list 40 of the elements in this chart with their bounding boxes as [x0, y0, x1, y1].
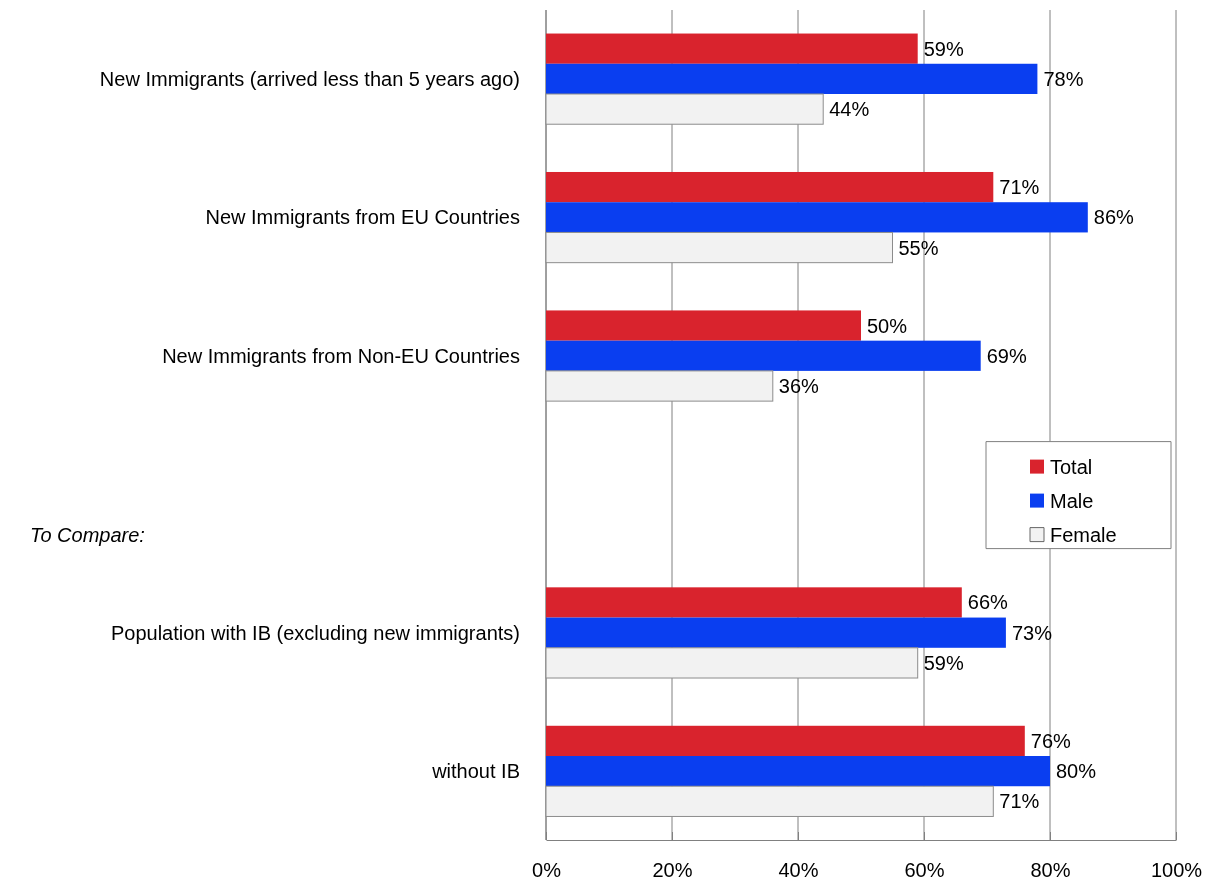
- text: To Compare:: [30, 524, 145, 547]
- data-label: 86%: [1093, 206, 1135, 229]
- bar: [546, 171, 994, 203]
- data-label: 59%: [923, 37, 964, 60]
- bar: [546, 340, 981, 371]
- x-tick-label: 100%: [1150, 859, 1203, 881]
- data-label: 78%: [1043, 67, 1084, 90]
- data-label: 71%: [999, 176, 1040, 199]
- y-tick-label: New Immigrants (arrived less than 5 years ago): [99, 67, 520, 90]
- y-tick-label: New Immigrants from Non-EU Countries: [162, 344, 520, 367]
- legend-label: Male: [1050, 489, 1094, 512]
- data-label: 55%: [898, 236, 939, 259]
- x-tick-label: 40%: [778, 859, 819, 881]
- data-label: 50%: [867, 314, 908, 337]
- bar: [546, 617, 1006, 648]
- y-tick-label: without IB: [431, 760, 520, 783]
- legend: Total Male Female: [985, 441, 1172, 550]
- x-tick-label: 0%: [532, 859, 562, 881]
- bar: [546, 725, 1025, 757]
- bar: [546, 587, 962, 618]
- data-label: 44%: [829, 98, 870, 121]
- bar: [546, 63, 1038, 94]
- y-tick-label: New Immigrants from EU Countries: [205, 206, 520, 229]
- x-tick-label: 20%: [652, 859, 693, 881]
- data-label: 71%: [999, 790, 1040, 813]
- bar: [546, 202, 1088, 233]
- data-label: 59%: [923, 651, 964, 674]
- data-label: 36%: [778, 375, 820, 397]
- x-tick-label: 60%: [904, 859, 945, 881]
- legend-label: Total: [1050, 455, 1093, 478]
- y-tick-label: Population with IB (excluding new immigrants): [110, 621, 520, 644]
- x-tick-label: 80%: [1030, 859, 1071, 881]
- bar: [546, 33, 918, 64]
- data-label: 66%: [967, 591, 1009, 614]
- bar: [546, 756, 1050, 787]
- data-label: 73%: [1011, 621, 1053, 644]
- bar: [546, 310, 861, 341]
- data-label: 80%: [1056, 760, 1097, 783]
- data-label: 69%: [986, 344, 1027, 367]
- data-label: 76%: [1030, 729, 1072, 752]
